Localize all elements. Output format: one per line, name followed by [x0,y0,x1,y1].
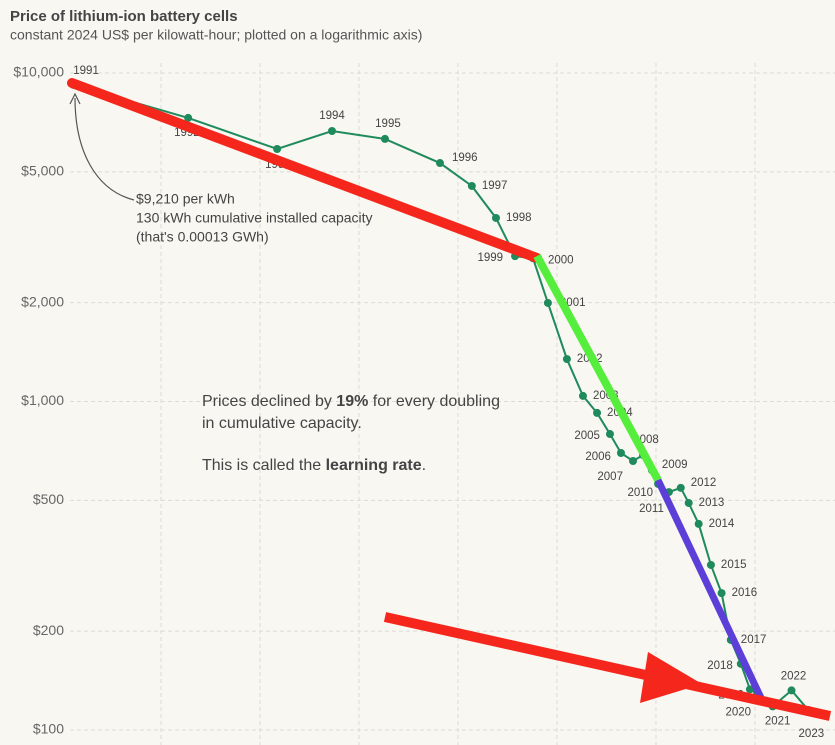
point [706,560,715,569]
point [676,483,685,492]
point [694,519,703,528]
point-label: 2018 [707,660,733,672]
annotation-arrow [74,97,135,201]
point-label: 2006 [585,451,611,463]
point-label: 2021 [765,715,791,727]
point-label: 1994 [319,110,345,122]
point-label: 1995 [375,118,401,130]
point [616,448,625,457]
overlay-stroke [383,612,832,721]
point-label: 2022 [781,670,807,682]
annotation-arrowhead [69,92,81,105]
point-label: 2010 [627,487,653,499]
y-tick-label: $10,000 [13,64,64,80]
y-tick-label: $5,000 [21,163,64,179]
point [787,686,796,695]
point [184,113,193,122]
point [605,430,614,439]
point-label: 2005 [574,430,600,442]
point-label: 2009 [662,459,688,471]
annotation-part: for every doubling [368,393,500,410]
y-tick-label: $1,000 [21,392,64,408]
annotation-part: learning rate [326,457,422,474]
annotation: $9,210 per kWh [136,191,235,207]
point [543,298,552,307]
grid: $10,000 $5,000 $2,000 $1,000 $500 $200 $100 [13,63,835,745]
annotation: (that's 0.00013 GWh) [136,229,269,245]
annotation: Prices declined by 19% for every doublin… [202,393,500,410]
y-tick-label: $500 [33,491,64,507]
point [578,391,587,400]
y-tick-label: $200 [33,622,64,638]
point-label: 1991 [73,65,99,77]
point [467,181,476,190]
point-label: 2023 [799,728,825,740]
point [684,498,693,507]
overlay-stroke [533,254,662,482]
point-label: 2015 [721,559,747,571]
point-label: 2012 [691,477,717,489]
point-label: 2000 [548,254,574,266]
point-label: 1999 [477,252,503,264]
overlay-stroke [654,478,766,702]
annotation-part: Prices declined by [202,393,336,410]
annotation: This is called the learning rate. [202,457,426,474]
point-label: 2020 [725,707,751,719]
annotation-part: This is called the [202,457,326,474]
chart-title: Price of lithium-ion battery cells [10,8,238,25]
point [628,456,637,465]
y-tick-label: $100 [33,721,64,737]
point-label: 2013 [699,497,725,509]
annotation: in cumulative capacity. [202,415,362,432]
point-label: 1997 [482,180,508,192]
chart-subtitle: constant 2024 US$ per kilowatt-hour; plo… [10,27,422,43]
annotation-part: 19% [336,393,368,410]
point [717,589,726,598]
point-label: 1996 [452,152,478,164]
overlay [67,78,832,721]
point-label: 1998 [506,212,532,224]
point-label: 2007 [597,471,623,483]
overlay-stroke [67,78,542,263]
point-label: 2014 [709,518,735,530]
point [328,126,337,135]
annotation: 130 kWh cumulative installed capacity [136,210,373,226]
point [491,213,500,222]
annotation-part: . [422,457,426,474]
point [562,355,571,364]
point-label: 2011 [639,503,664,515]
point [380,134,389,143]
point-label: 2016 [732,587,758,599]
overlay-arrowhead [640,652,702,703]
y-tick-label: $2,000 [21,293,64,309]
point [273,145,282,154]
point [593,408,602,417]
point [745,685,754,694]
point-label: 2017 [741,634,767,646]
point [435,159,444,168]
